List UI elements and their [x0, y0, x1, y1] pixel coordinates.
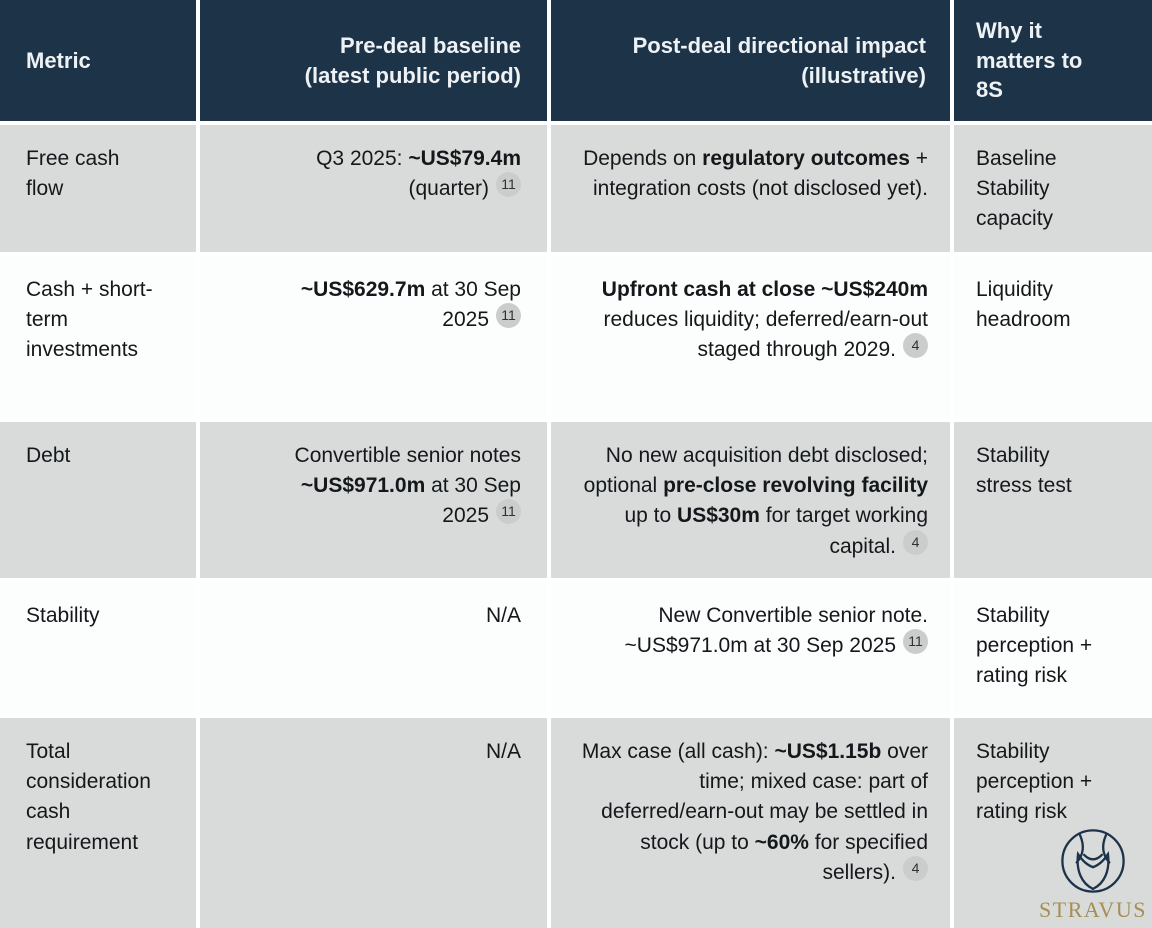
cell-text: + integration costs (not disclosed yet). — [593, 147, 928, 201]
header-label: Post-deal directional impact (illustrati… — [632, 32, 926, 88]
cell-text-bold: ~US$629.7m — [300, 278, 426, 301]
cell-text: N/A — [485, 604, 521, 627]
cell-text: reduces liquidity; deferred/earn-out sta… — [603, 308, 928, 362]
baseline-cell: N/A — [200, 718, 547, 928]
cell-text-bold: ~US$971.0m — [300, 474, 426, 498]
metric-cell: Cash + short-term investments — [0, 256, 196, 418]
cell-text: for specified sellers). — [808, 830, 928, 884]
why-cell-label: Stability stress test — [976, 444, 1072, 498]
cell-text: Depends on — [583, 147, 703, 170]
table-row: Total consideration cash requirement N/A M… — [0, 718, 1152, 928]
impact-cell-text-wrap: Upfront cash at close ~US$240m reduces l… — [602, 278, 928, 361]
header-label: Why it matters to 8S — [976, 17, 1083, 103]
table-row: Cash + short-term investments ~US$629.7m … — [0, 256, 1152, 418]
impact-cell-text-wrap: No new acquisition debt disclosed; optio… — [584, 444, 928, 558]
baseline-cell-text-wrap: N/A — [486, 601, 521, 631]
cell-text-bold: ~US$1.15b — [774, 740, 882, 763]
metric-cell: Free cash flow — [0, 125, 196, 252]
header-label: Metric — [26, 47, 91, 73]
why-cell: Stability perception + rating risk — [954, 582, 1152, 714]
table-body: Free cash flow Q3 2025: ~US$79.4m (quarte… — [0, 125, 1152, 928]
stravus-logo: STRAVUS — [1039, 827, 1147, 923]
cell-text-bold: ~US$79.4m — [408, 147, 521, 170]
baseline-cell-text-wrap: ~US$629.7m at 30 Sep 2025 11 — [256, 275, 521, 335]
baseline-cell-text-wrap: Q3 2025: ~US$79.4m (quarter) 11 — [256, 144, 521, 204]
header-label: Pre-deal baseline (latest public period) — [304, 32, 521, 88]
why-cell-label: Baseline Stability capacity — [976, 147, 1057, 231]
baseline-cell: Convertible senior notes ~US$971.0m at 3… — [200, 422, 547, 578]
header-cell-metric: Metric — [0, 0, 196, 121]
citation-badge[interactable]: 11 — [903, 629, 928, 655]
citation-badge[interactable]: 4 — [903, 855, 928, 881]
metric-cell: Stability — [0, 582, 196, 714]
impact-cell-text-wrap: Depends on regulatory outcomes + integra… — [583, 147, 928, 200]
baseline-cell-text-wrap: Convertible senior notes ~US$971.0m at 3… — [256, 441, 521, 532]
cell-text: N/A — [485, 740, 521, 763]
cell-text: for target working capital. — [759, 504, 928, 558]
cell-text-bold: Upfront cash at close ~US$240m — [601, 278, 928, 301]
why-cell: Stability stress test — [954, 422, 1152, 578]
cell-text-bold: pre-close revolving facility — [663, 474, 928, 498]
why-cell-label: Stability perception + rating risk — [976, 604, 1093, 688]
cell-text-bold: US$30m — [677, 504, 760, 528]
why-cell: Stability perception + rating risk — [954, 718, 1152, 928]
baseline-cell-text-wrap: N/A — [486, 737, 521, 767]
cell-text-bold: ~60% — [754, 830, 809, 854]
impact-cell: No new acquisition debt disclosed; optio… — [551, 422, 950, 578]
table-row: Debt Convertible senior notes ~US$971.0m … — [0, 422, 1152, 578]
why-cell: Liquidity headroom — [954, 256, 1152, 418]
table-header-row: Metric Pre-deal baseline (latest public … — [0, 0, 1152, 121]
header-cell-impact: Post-deal directional impact (illustrati… — [551, 0, 950, 121]
citation-badge[interactable]: 4 — [903, 333, 928, 359]
cell-text: Max case (all cash): — [581, 740, 775, 763]
why-cell-label: Stability perception + rating risk — [976, 740, 1093, 824]
impact-cell: Upfront cash at close ~US$240m reduces l… — [551, 256, 950, 418]
metric-cell-label: Total consideration cash requirement — [26, 740, 151, 854]
header-cell-baseline: Pre-deal baseline (latest public period) — [200, 0, 547, 121]
citation-badge[interactable]: 11 — [496, 303, 521, 329]
table-row: Free cash flow Q3 2025: ~US$79.4m (quarte… — [0, 125, 1152, 252]
header-cell-why: Why it matters to 8S — [954, 0, 1152, 121]
cell-text: New Convertible senior note. ~US$971.0m … — [624, 604, 928, 658]
why-cell-label: Liquidity headroom — [976, 278, 1071, 332]
cell-text: Convertible senior notes — [294, 444, 521, 467]
cell-text: up to — [624, 504, 678, 528]
baseline-cell: N/A — [200, 582, 547, 714]
cell-text: Q3 2025: — [316, 147, 409, 170]
citation-badge[interactable]: 11 — [496, 172, 521, 198]
metric-cell-label: Stability — [26, 604, 100, 627]
cell-text: at 30 Sep 2025 — [425, 278, 521, 332]
owl-emblem-icon — [1061, 829, 1125, 893]
why-cell: Baseline Stability capacity — [954, 125, 1152, 252]
metric-cell: Total consideration cash requirement — [0, 718, 196, 928]
metric-cell-label: Free cash flow — [26, 147, 120, 201]
citation-badge[interactable]: 4 — [903, 529, 928, 555]
metric-cell-label: Debt — [26, 444, 71, 467]
baseline-cell: Q3 2025: ~US$79.4m (quarter) 11 — [200, 125, 547, 252]
impact-cell: Max case (all cash): ~US$1.15b over time… — [551, 718, 950, 928]
citation-badge[interactable]: 11 — [496, 499, 521, 525]
cell-text: at 30 Sep 2025 — [425, 474, 521, 528]
brand-wordmark: STRAVUS — [1039, 897, 1147, 922]
cell-text-bold: regulatory outcomes — [702, 147, 910, 170]
metric-cell-label: Cash + short-term investments — [26, 278, 153, 362]
impact-cell: Depends on regulatory outcomes + integra… — [551, 125, 950, 252]
impact-cell-text-wrap: Max case (all cash): ~US$1.15b over time… — [582, 740, 928, 884]
cell-text: No new acquisition debt disclosed; optio… — [583, 444, 928, 498]
table-row: Stability N/A New Convertible senior note.… — [0, 582, 1152, 714]
cell-text: (quarter) — [408, 177, 489, 201]
cell-text: over time; mixed case: part of deferred/… — [601, 740, 928, 854]
impact-cell-text-wrap: New Convertible senior note. ~US$971.0m … — [625, 604, 928, 657]
baseline-cell: ~US$629.7m at 30 Sep 2025 11 — [200, 256, 547, 418]
impact-cell: New Convertible senior note. ~US$971.0m … — [551, 582, 950, 714]
metric-cell: Debt — [0, 422, 196, 578]
